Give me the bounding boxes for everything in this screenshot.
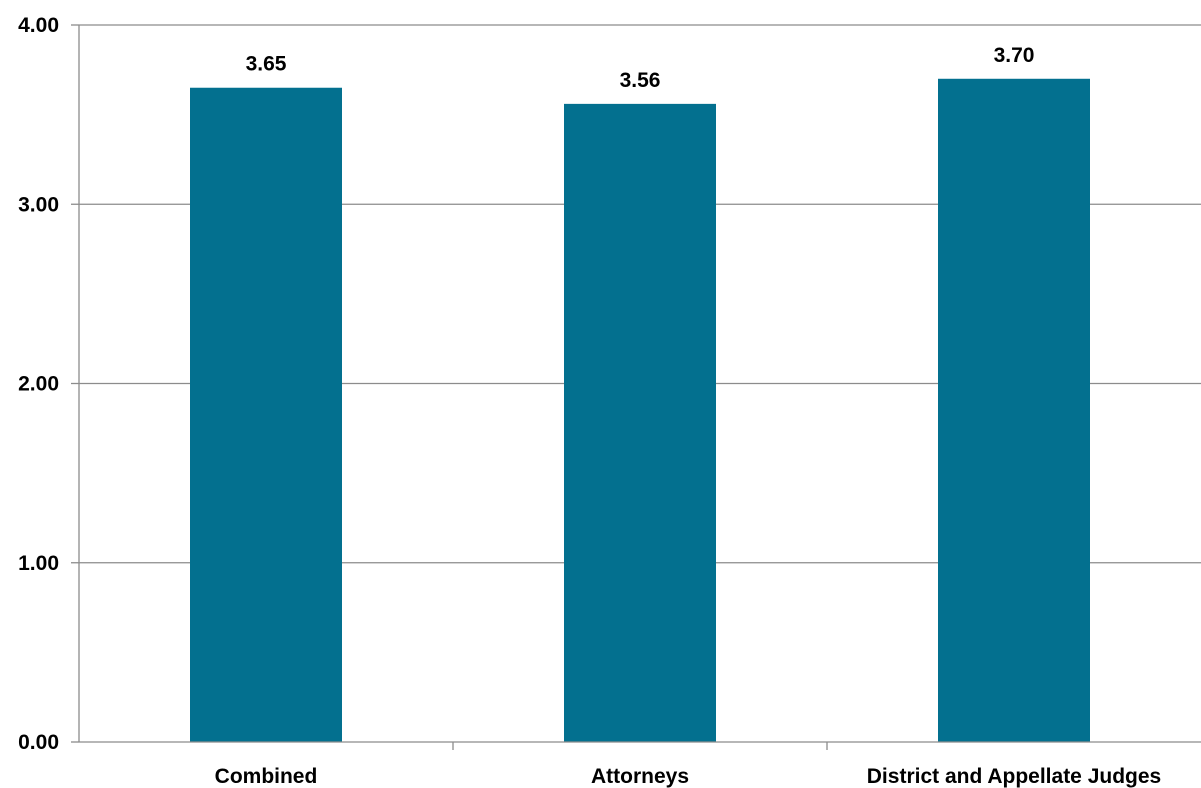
bar [190,87,342,743]
data-labels: 3.65 3.56 3.70 [246,44,1035,92]
x-axis-labels: Combined Attorneys District and Appellate … [215,765,1162,788]
data-label: 3.56 [620,69,661,92]
x-category-label: District and Appellate Judges [867,765,1161,788]
data-label: 3.65 [246,53,287,76]
x-category-label: Combined [215,765,318,788]
y-tick-label: 2.00 [18,373,59,396]
y-axis-ticks: 0.00 1.00 2.00 3.00 4.00 [18,14,79,754]
y-tick-label: 0.00 [18,731,59,754]
y-tick-label: 1.00 [18,552,59,575]
y-tick-label: 3.00 [18,193,59,216]
bar [564,103,716,743]
x-category-label: Attorneys [591,765,689,788]
y-tick-label: 4.00 [18,14,59,37]
bars [190,78,1090,743]
bar [938,78,1090,742]
data-label: 3.70 [994,44,1035,67]
